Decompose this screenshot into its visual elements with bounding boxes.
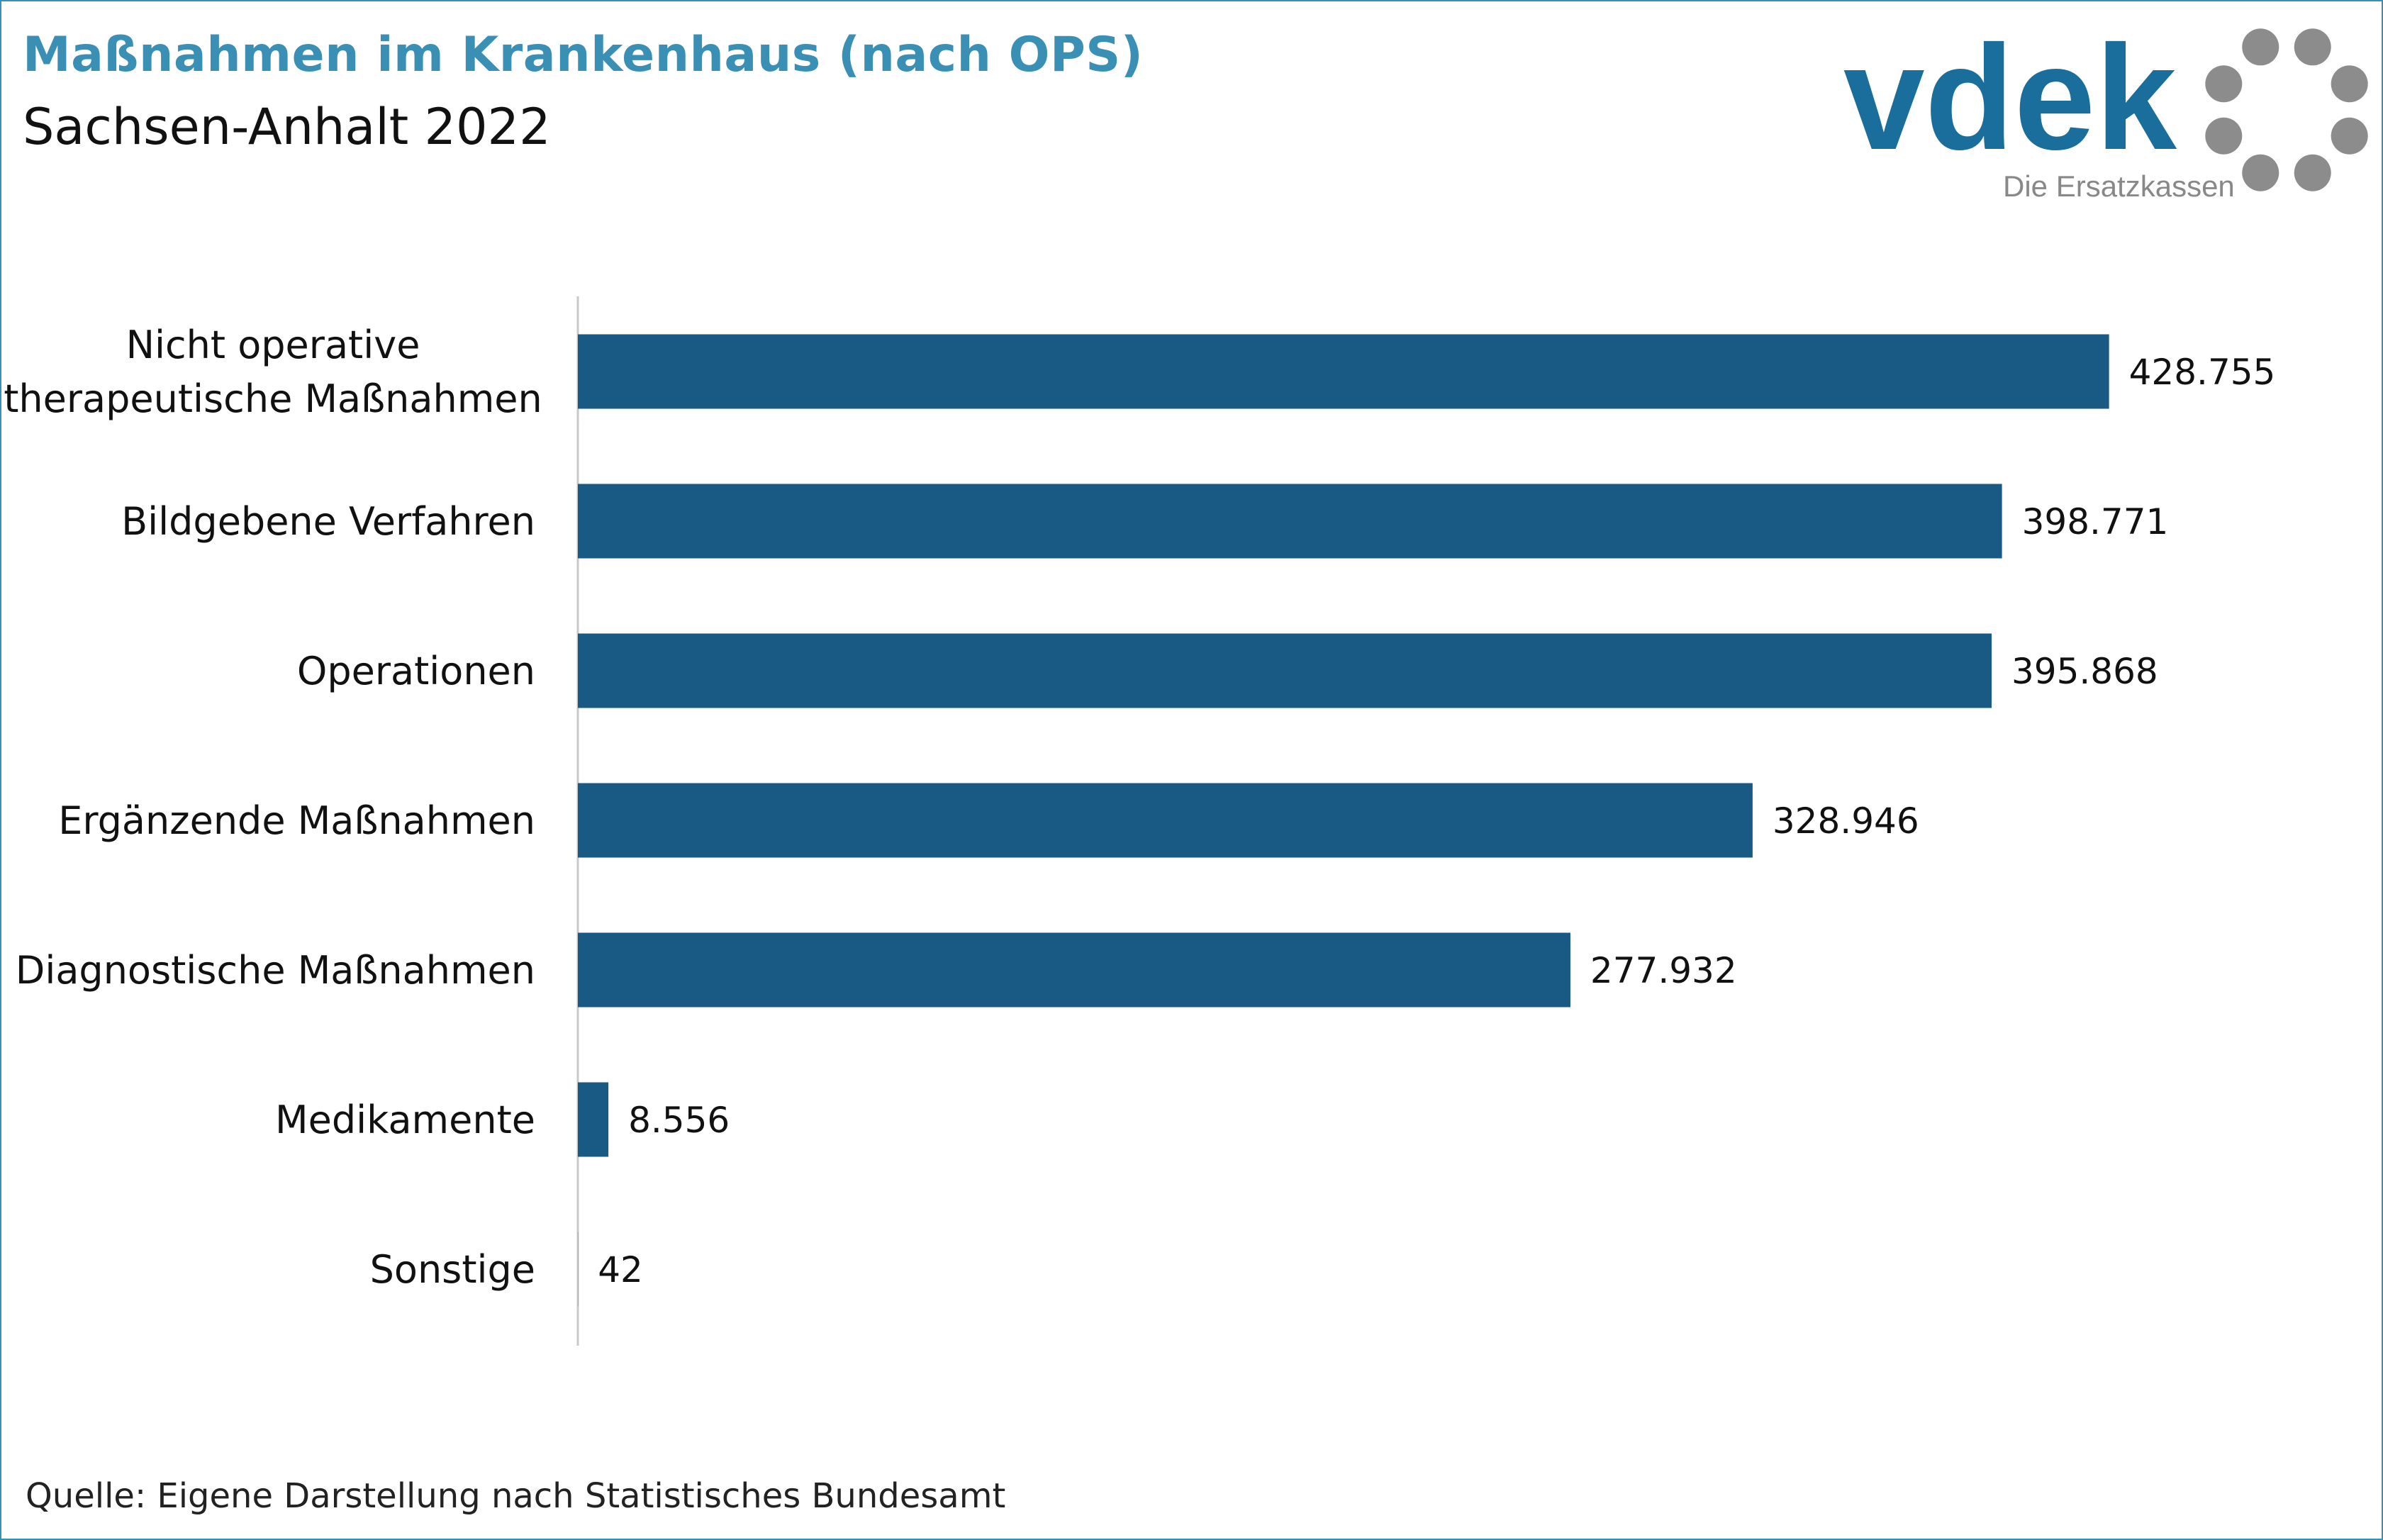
chart-subtitle: Sachsen-Anhalt 2022 xyxy=(23,98,551,156)
logo-ring-dot xyxy=(2205,117,2243,155)
category-label: Ergänzende Maßnahmen xyxy=(58,798,535,843)
category-label-line: therapeutische Maßnahmen xyxy=(4,376,542,421)
bar xyxy=(578,334,2109,409)
bar xyxy=(578,932,1570,1008)
logo-tagline: Die Ersatzkassen xyxy=(2003,169,2235,203)
category-label: Bildgebene Verfahren xyxy=(121,499,535,544)
logo-ring-dot xyxy=(2205,65,2243,103)
logo-ring-dot xyxy=(2242,154,2279,191)
category-label: Operationen xyxy=(297,649,535,693)
logo-ring-dot xyxy=(2294,154,2331,191)
bar-value-label: 42 xyxy=(598,1249,643,1290)
bar-value-label: 328.946 xyxy=(1773,800,1919,842)
bar-value-label: 277.932 xyxy=(1590,950,1737,991)
category-label: Nicht operative therapeutische Maßnahmen xyxy=(4,323,542,421)
bar xyxy=(578,484,2002,559)
logo-wordmark: vdek xyxy=(1843,14,2177,181)
chart-title: Maßnahmen im Krankenhaus (nach OPS) xyxy=(23,27,1144,83)
bar xyxy=(578,1082,609,1157)
logo-ring-dot xyxy=(2331,65,2368,103)
bar xyxy=(578,783,1753,858)
bar-value-label: 398.771 xyxy=(2022,501,2169,542)
category-label: Sonstige xyxy=(370,1247,535,1292)
category-label: Diagnostische Maßnahmen xyxy=(16,948,535,993)
logo-ring-dot xyxy=(2294,28,2331,66)
bar-value-label: 8.556 xyxy=(628,1100,730,1141)
bar-value-label: 395.868 xyxy=(2011,651,2158,692)
vdek-logo: vdek Die Ersatzkassen xyxy=(1843,14,2368,203)
source-note: Quelle: Eigene Darstellung nach Statisti… xyxy=(26,1476,1006,1516)
category-label-line: Nicht operative xyxy=(126,323,420,367)
bar xyxy=(578,633,1992,708)
category-label: Medikamente xyxy=(275,1098,535,1142)
logo-ring-dot xyxy=(2242,28,2279,66)
logo-ring-dot xyxy=(2331,117,2368,155)
logo-ring-icon xyxy=(2205,28,2368,191)
bar-value-label: 428.755 xyxy=(2129,352,2276,393)
